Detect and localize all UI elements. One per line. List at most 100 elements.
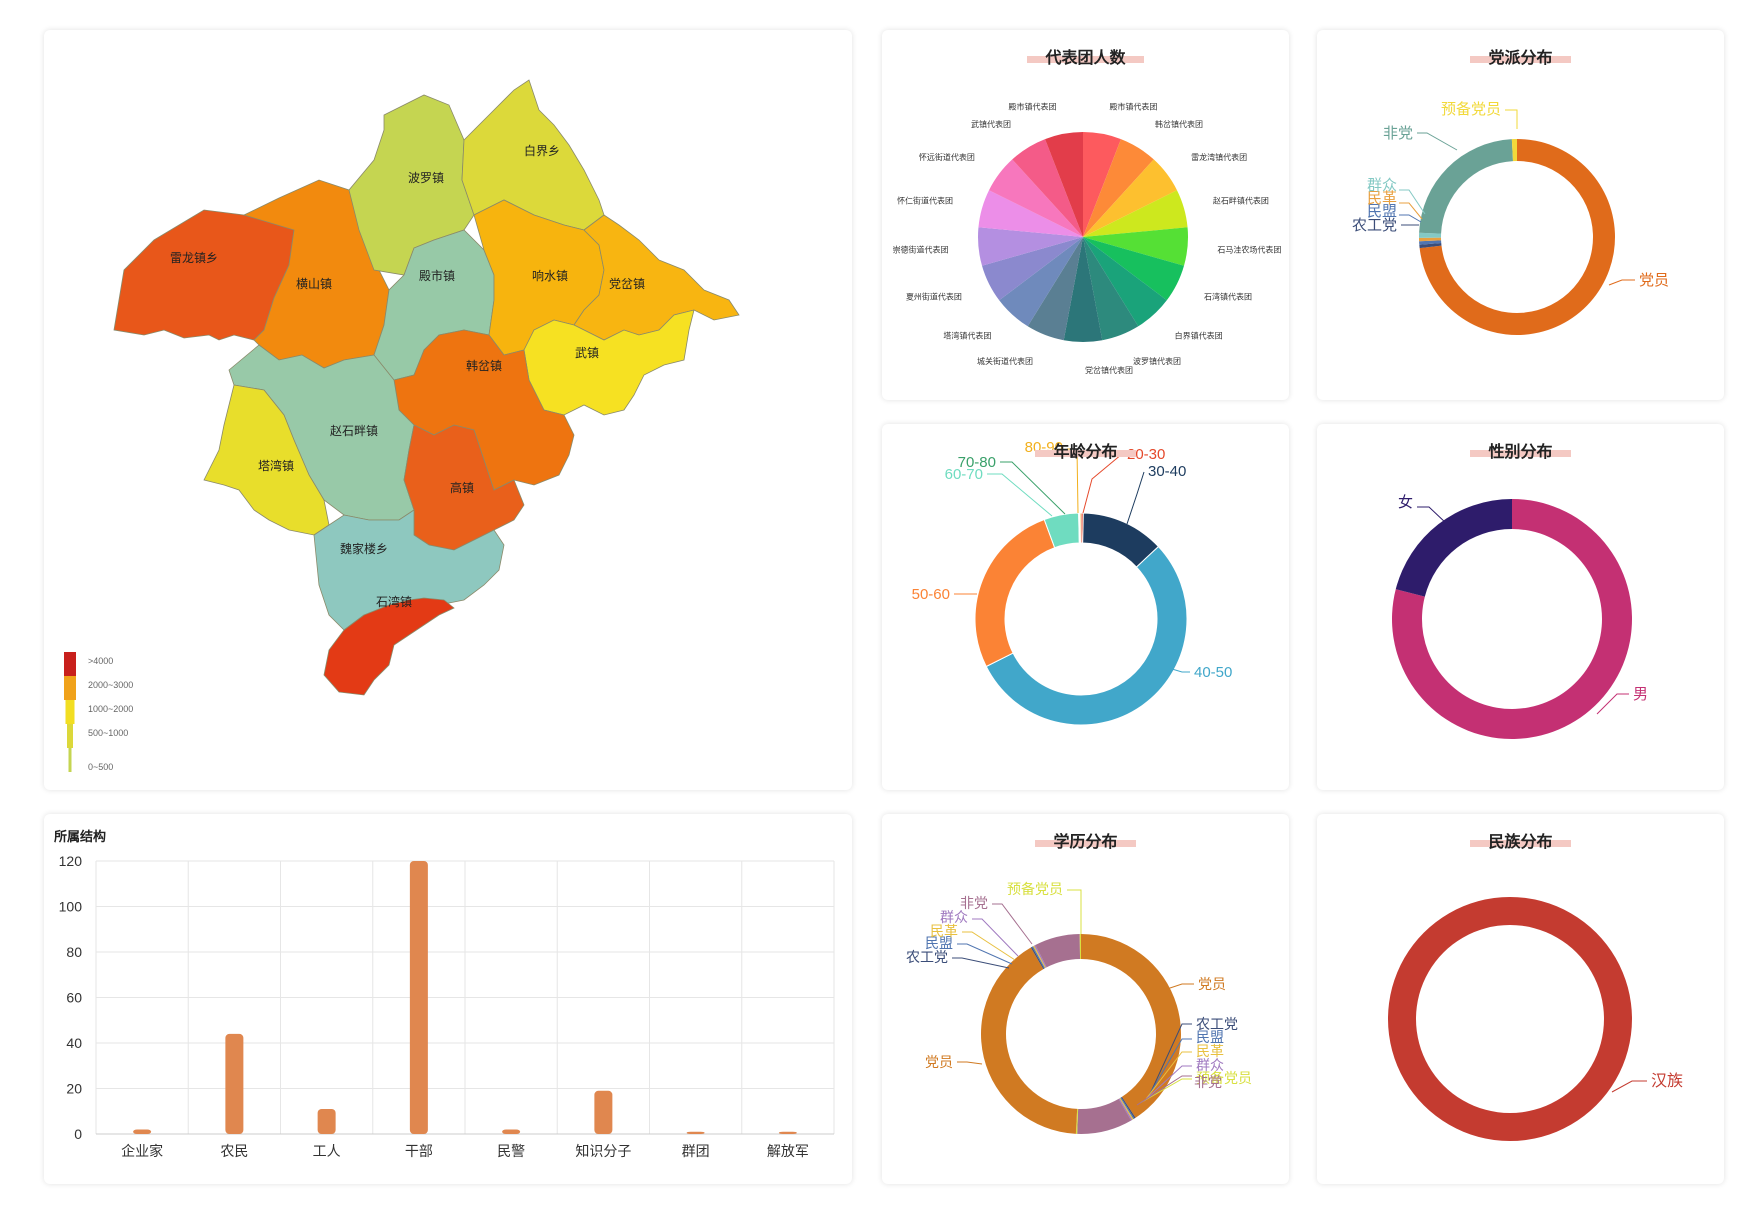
slice-石湾镇代表团[interactable] [1083, 237, 1184, 301]
map-region-label: 石湾镇 [376, 594, 412, 609]
slice-80-90[interactable] [1079, 512, 1082, 544]
leader-line [992, 903, 1033, 945]
bar-干部[interactable] [409, 861, 428, 1134]
slice-女[interactable] [1395, 499, 1512, 597]
bar-民警[interactable] [502, 1129, 521, 1134]
slice-40-50[interactable] [985, 545, 1188, 726]
map-legend-label: 1000~2000 [88, 704, 133, 714]
bar-chart-panel: 所属结构 0 20 40 60 80 100 120 企业家 农民 工人 干部 民警 知识分子 群团 解放军 [44, 814, 852, 1184]
slice-label: 30-40 [1148, 463, 1186, 480]
slice-非党[interactable] [1419, 139, 1514, 234]
slice-非党[interactable] [1077, 1098, 1132, 1134]
slice-label: 波罗镇代表团 [1133, 356, 1181, 366]
leader-line [1136, 1075, 1192, 1106]
map-region-label: 韩岔镇 [466, 358, 502, 373]
slice-波罗镇代表团[interactable] [1083, 237, 1139, 341]
delegation-pie-panel: 代表团人数 殿市镇代表团 韩岔镇代表团 雷龙湾镇代表团 赵石畔镇代表团 石马洼农场代表团… [882, 30, 1289, 400]
slice-农工党[interactable] [1030, 946, 1045, 970]
slice-城关街道代表团[interactable] [1027, 237, 1083, 341]
slice-群众[interactable] [1034, 945, 1047, 968]
map-region-label: 塔湾镇 [258, 458, 294, 473]
slice-殿市镇代表团[interactable] [1045, 132, 1083, 237]
map-region-石湾镇[interactable] [323, 597, 455, 696]
slice-农工党[interactable] [1419, 242, 1442, 249]
age-donut-title: 年龄分布 [1035, 438, 1136, 462]
map-region-塔湾镇[interactable] [203, 384, 330, 536]
slice-50-60[interactable] [974, 518, 1056, 668]
slice-民革[interactable] [1419, 237, 1442, 242]
leader-line [1166, 983, 1194, 990]
map-region-label: 雷龙镇乡 [170, 251, 218, 265]
slice-label: 白界镇代表团 [1175, 330, 1223, 340]
slice-石马洼农场代表团[interactable] [1083, 227, 1188, 266]
slice-农工党[interactable] [1121, 1096, 1136, 1119]
delegation-pie-chart: 殿市镇代表团韩岔镇代表团雷龙湾镇代表团赵石畔镇代表团石马洼农场代表团石湾镇代表团… [893, 101, 1282, 375]
slice-label: 预备党员 [1441, 101, 1501, 118]
slice-民盟[interactable] [1120, 1097, 1135, 1120]
slice-label: 民革 [1196, 1043, 1224, 1059]
bar-x-tick: 农民 [220, 1143, 248, 1159]
slice-白界镇代表团[interactable] [1083, 237, 1167, 327]
slice-汉族[interactable] [1387, 897, 1632, 1141]
bar-y-tick: 20 [66, 1081, 82, 1097]
leader-line [1139, 1078, 1192, 1104]
slice-党员[interactable] [981, 947, 1078, 1134]
map-region-武镇[interactable] [523, 309, 695, 416]
slice-赵石畔镇代表团[interactable] [1083, 190, 1188, 237]
gender-donut-title: 性别分布 [1470, 438, 1571, 462]
slice-label: 预备党员 [1007, 881, 1063, 897]
slice-label: 群众 [940, 909, 968, 925]
leader-line [1000, 461, 1066, 515]
bar-解放军[interactable] [778, 1131, 797, 1134]
gender-donut-chart: 男女 [1392, 493, 1648, 739]
slice-预备党员[interactable] [1079, 934, 1081, 960]
slice-民盟[interactable] [1031, 946, 1046, 969]
slice-群众[interactable] [1419, 232, 1442, 238]
bar-x-tick: 民警 [497, 1143, 525, 1159]
ethnicity-donut-panel: 民族分布 汉族 [1317, 814, 1724, 1184]
slice-label: 民盟 [1196, 1029, 1224, 1045]
slice-韩岔镇代表团[interactable] [1083, 139, 1154, 237]
slice-label: 韩岔镇代表团 [1155, 119, 1203, 129]
leader-line [1149, 1023, 1192, 1095]
slice-label: 民革 [930, 923, 958, 939]
slice-夏州街道代表团[interactable] [982, 237, 1083, 301]
slice-党员[interactable] [1081, 934, 1181, 1118]
bar-企业家[interactable] [133, 1129, 152, 1134]
slice-非党[interactable] [1035, 934, 1081, 968]
bar-x-tick: 干部 [405, 1143, 433, 1159]
slice-殿市镇代表团[interactable] [1083, 132, 1121, 237]
bar-y-tick: 60 [66, 990, 82, 1006]
bar-知识分子[interactable] [594, 1090, 613, 1134]
slice-群众[interactable] [1118, 1098, 1133, 1121]
slice-民革[interactable] [1119, 1097, 1134, 1120]
slice-党岔镇代表团[interactable] [1063, 237, 1103, 342]
slice-怀仁街道代表团[interactable] [978, 190, 1083, 237]
slice-武镇代表团[interactable] [1012, 139, 1083, 237]
slice-雷龙湾镇代表团[interactable] [1083, 159, 1177, 237]
slice-怀远街道代表团[interactable] [989, 159, 1083, 237]
bar-chart: 0 20 40 60 80 100 120 企业家 农民 工人 干部 民警 知识分子 群团 解放军 [59, 853, 835, 1159]
slice-崇德街道代表团[interactable] [978, 227, 1083, 266]
slice-塔湾镇代表团[interactable] [999, 237, 1083, 327]
slice-预备党员[interactable] [1511, 139, 1517, 162]
slice-label: 40-50 [1194, 664, 1232, 681]
leader-line [1505, 109, 1518, 129]
slice-label: 农工党 [1196, 1016, 1238, 1032]
slice-label: 预备党员 [1196, 1070, 1252, 1086]
slice-民盟[interactable] [1419, 240, 1442, 245]
bar-工人[interactable] [317, 1108, 336, 1134]
slice-民革[interactable] [1033, 945, 1046, 969]
ethnicity-donut-chart: 汉族 [1387, 897, 1683, 1141]
slice-label: 非党 [1383, 125, 1413, 142]
bar-y-tick: 100 [59, 899, 83, 915]
slice-预备党员[interactable] [1075, 1108, 1079, 1134]
ethnicity-donut-title: 民族分布 [1470, 828, 1571, 852]
slice-label: 民革 [1367, 190, 1397, 207]
bar-农民[interactable] [225, 1033, 244, 1134]
bar-群团[interactable] [686, 1131, 705, 1134]
leader-line [987, 473, 1053, 517]
